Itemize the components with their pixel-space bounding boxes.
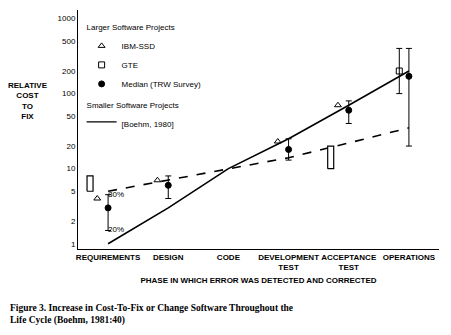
svg-text:IBM-SSD: IBM-SSD: [122, 42, 156, 51]
svg-text:Median (TRW Survey): Median (TRW Survey): [122, 80, 201, 89]
svg-text:2: 2: [71, 217, 76, 226]
svg-text:PHASE IN WHICH ERROR WAS DETEC: PHASE IN WHICH ERROR WAS DETECTED AND CO…: [140, 276, 376, 285]
svg-text:50: 50: [66, 112, 75, 121]
svg-text:80%: 80%: [108, 190, 124, 199]
svg-text:Larger Software Projects: Larger Software Projects: [87, 23, 175, 32]
svg-text:GTE: GTE: [122, 61, 138, 70]
svg-text:500: 500: [62, 37, 76, 46]
svg-text:20%: 20%: [108, 225, 124, 234]
svg-text:5: 5: [71, 187, 76, 196]
svg-text:1: 1: [71, 240, 76, 249]
svg-text:Figure 3. Increase in Cost-To-: Figure 3. Increase in Cost-To-Fix or Cha…: [10, 303, 293, 326]
svg-text:10: 10: [66, 164, 75, 173]
svg-text:DEVELOPMENTTEST: DEVELOPMENTTEST: [258, 253, 319, 272]
svg-text:Smaller Software Projects: Smaller Software Projects: [87, 101, 179, 110]
svg-text:RELATIVECOSTTOFIX: RELATIVECOSTTOFIX: [8, 81, 48, 121]
svg-text:200: 200: [62, 67, 76, 76]
svg-text:OPERATIONS: OPERATIONS: [383, 253, 436, 262]
svg-text:DESIGN: DESIGN: [153, 253, 184, 262]
svg-text:20: 20: [66, 142, 75, 151]
svg-text:[Boehm, 1980]: [Boehm, 1980]: [122, 120, 174, 129]
svg-text:CODE: CODE: [217, 253, 241, 262]
svg-text:100: 100: [62, 89, 76, 98]
svg-text:REQUIREMENTS: REQUIREMENTS: [76, 253, 141, 262]
svg-text:ACCEPTANCETEST: ACCEPTANCETEST: [321, 253, 377, 272]
svg-text:1000: 1000: [58, 14, 76, 23]
